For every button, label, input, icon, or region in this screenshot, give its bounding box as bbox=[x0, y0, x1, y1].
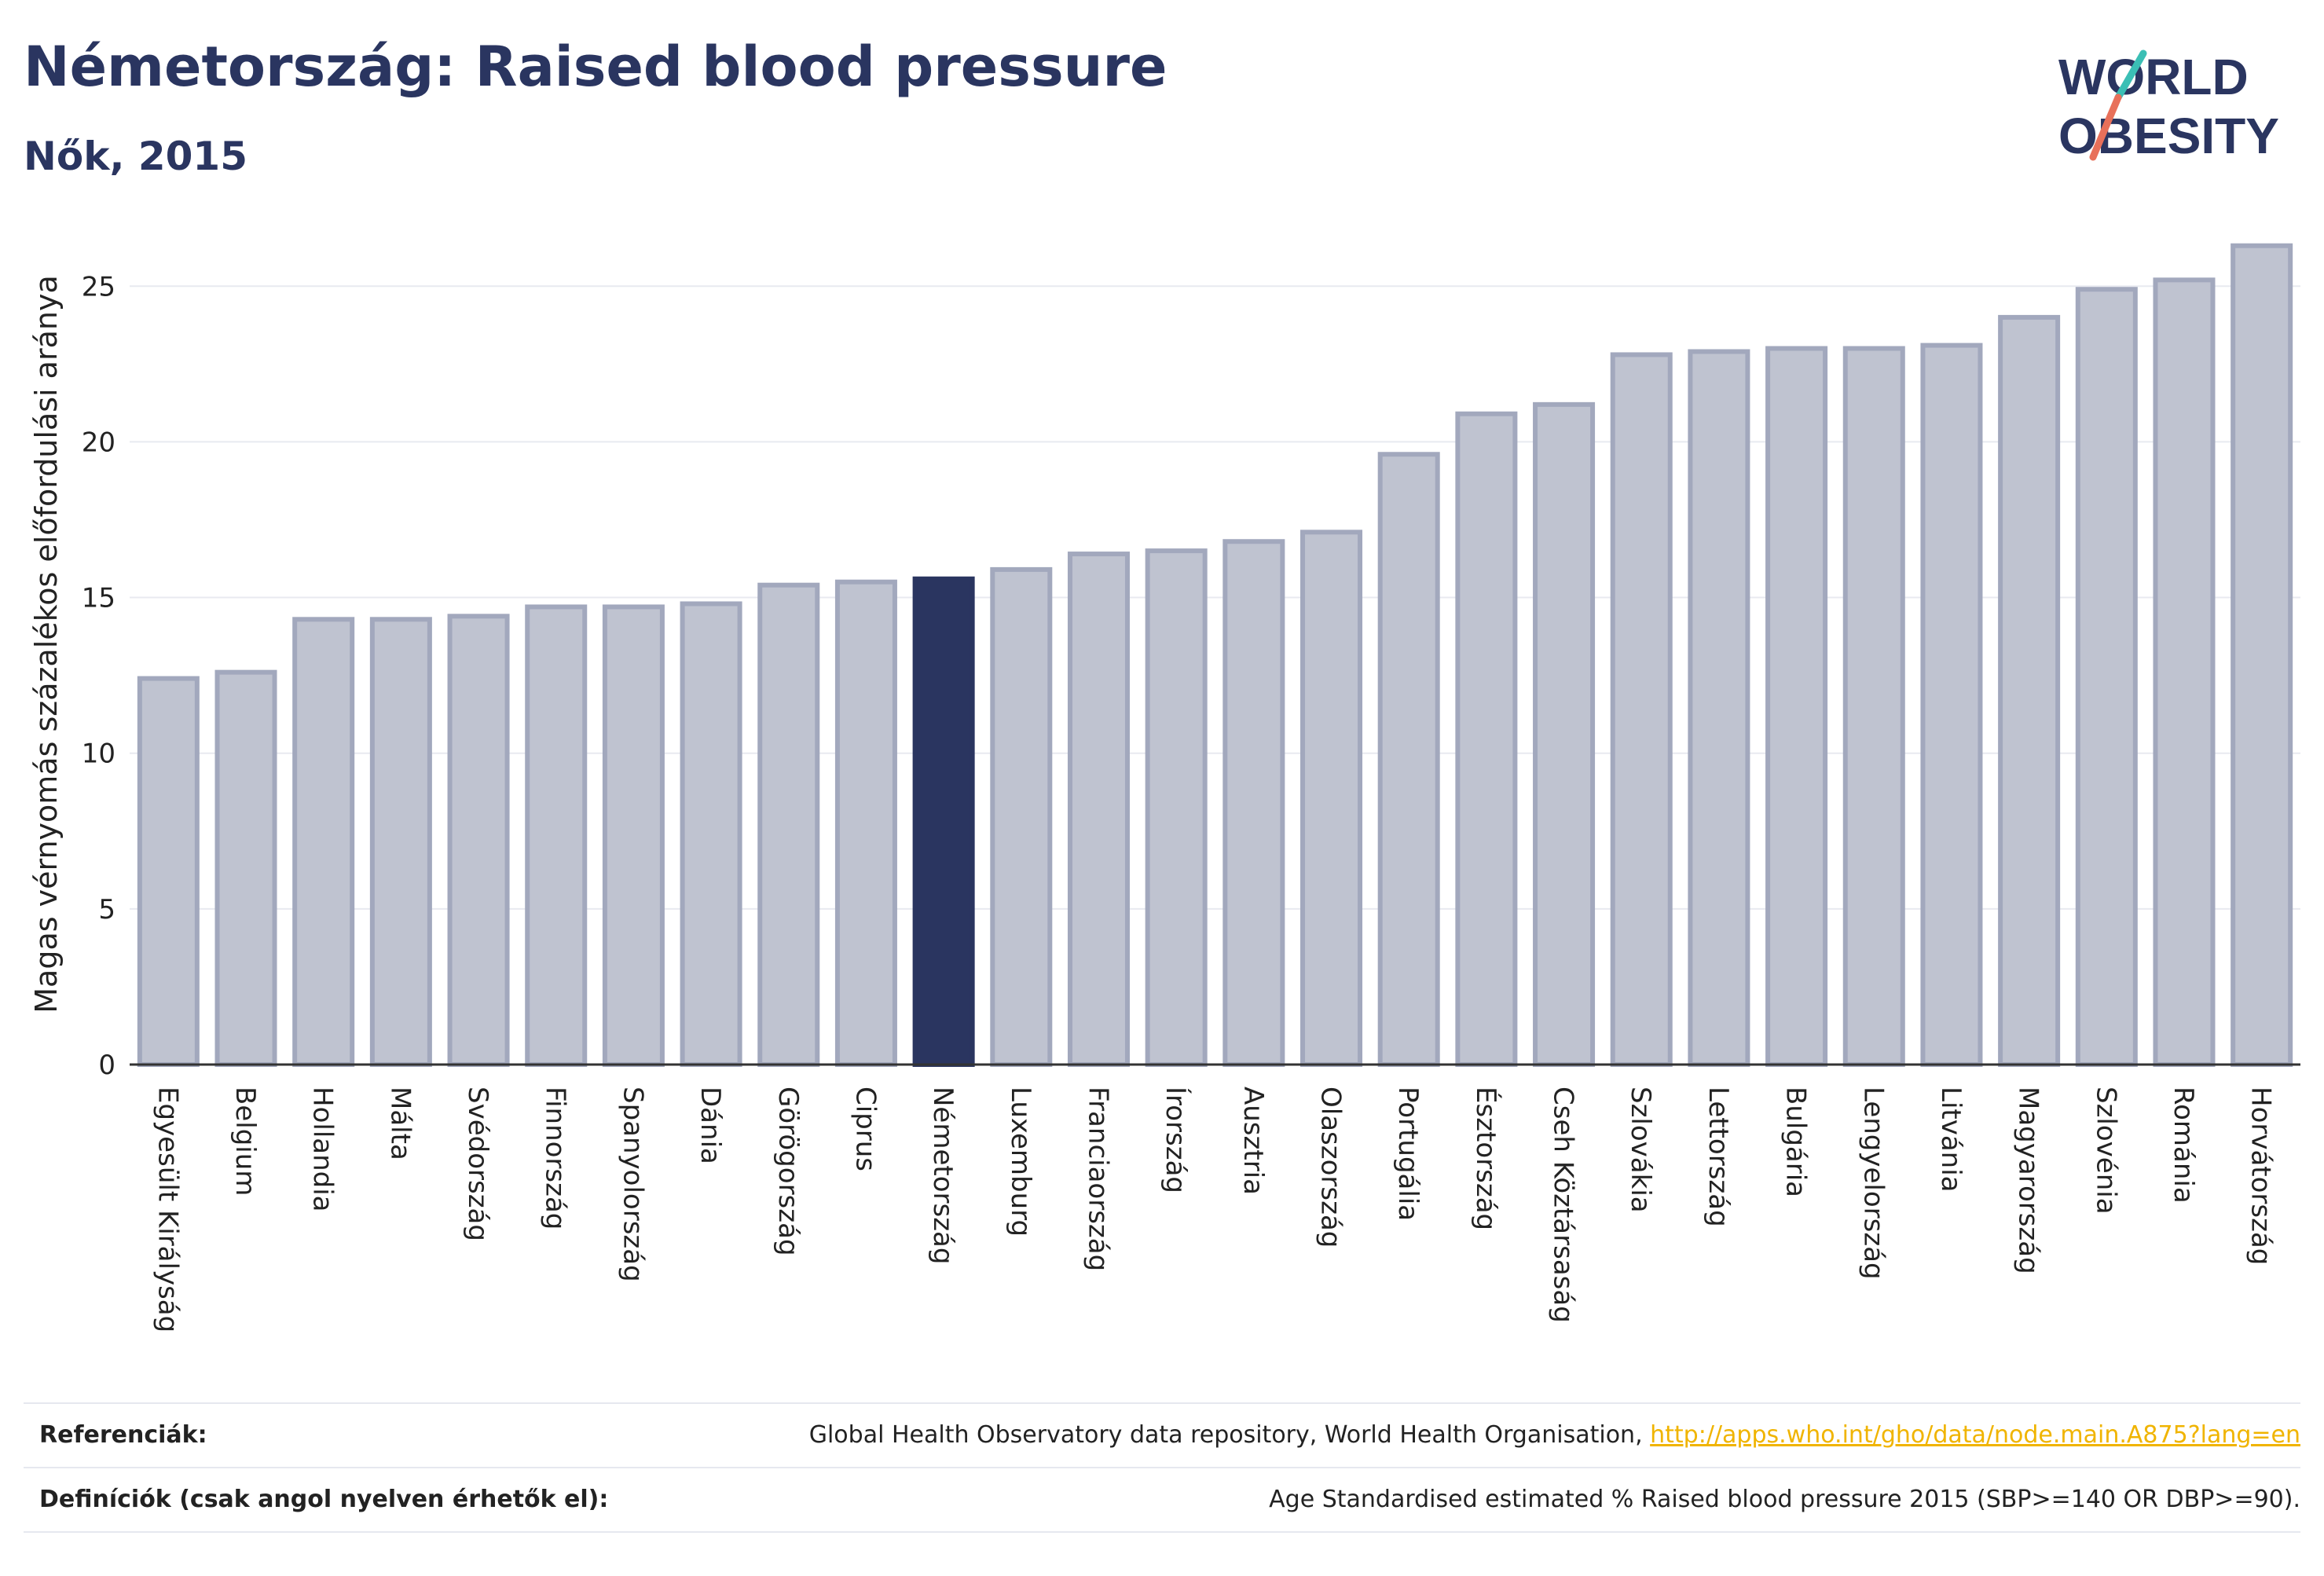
bar-Franciaország bbox=[1067, 552, 1130, 1067]
bar-Bulgária bbox=[1765, 346, 1828, 1068]
bar-Litvánia bbox=[1920, 343, 1983, 1067]
bar-chart: 0 5 10 15 20 25 Egyesült Királyság Belgium Holl… bbox=[29, 243, 2300, 1332]
x-tick-label: Horvátország bbox=[2245, 1087, 2277, 1265]
bar-Svédország bbox=[447, 614, 510, 1067]
x-tick-label: Finnország bbox=[540, 1087, 571, 1230]
bar-Lengyelország bbox=[1842, 346, 1905, 1068]
x-tick-label: Magyarország bbox=[2013, 1087, 2044, 1274]
bar-Szlovénia bbox=[2075, 287, 2138, 1067]
references-label: Referenciák: bbox=[39, 1421, 207, 1449]
bar-Hollandia bbox=[292, 617, 355, 1067]
bar-Magyarország bbox=[1998, 314, 2061, 1067]
logo-slash-teal bbox=[2114, 49, 2147, 101]
y-tick-label: 5 bbox=[98, 894, 115, 925]
x-tick-label: Írország bbox=[1160, 1087, 1192, 1193]
x-tick-label: Cseh Köztársaság bbox=[1548, 1087, 1579, 1323]
bar-Ausztria bbox=[1222, 539, 1285, 1067]
x-tick-label: Egyesült Királyság bbox=[152, 1087, 183, 1332]
x-tick-label: Málta bbox=[384, 1087, 416, 1160]
definitions-text: Age Standardised estimated % Raised bloo… bbox=[1269, 1486, 2300, 1513]
y-tick-labels: 0 5 10 15 20 25 bbox=[82, 271, 115, 1081]
x-tick-label: Románia bbox=[2168, 1087, 2199, 1204]
x-tick-label: Észtország bbox=[1470, 1087, 1502, 1230]
bar-Németország bbox=[912, 576, 975, 1067]
bar-Belgium bbox=[214, 669, 277, 1068]
x-tick-label: Litvánia bbox=[1935, 1087, 1967, 1193]
bar-Olaszország bbox=[1300, 530, 1363, 1067]
x-tick-label: Lettország bbox=[1703, 1087, 1734, 1227]
y-tick-label: 10 bbox=[82, 739, 115, 770]
x-tick-label: Luxemburg bbox=[1005, 1087, 1036, 1237]
bar-Spanyolország bbox=[602, 604, 665, 1067]
bar-Írország bbox=[1145, 548, 1208, 1067]
bar-Málta bbox=[369, 617, 432, 1067]
logo-slash-coral bbox=[2089, 93, 2122, 161]
x-tick-label: Portugália bbox=[1392, 1087, 1424, 1221]
x-tick-label: Görögország bbox=[772, 1087, 804, 1256]
definitions-label: Definíciók (csak angol nyelven érhetők e… bbox=[39, 1486, 609, 1513]
references-value: Global Health Observatory data repositor… bbox=[809, 1421, 2300, 1449]
y-tick-label: 20 bbox=[82, 427, 115, 458]
bar-Szlovákia bbox=[1610, 352, 1673, 1067]
x-tick-label: Szlovénia bbox=[2090, 1087, 2121, 1215]
x-tick-label: Szlovákia bbox=[1625, 1087, 1656, 1213]
bar-Egyesült Királyság bbox=[137, 676, 200, 1067]
x-tick-label: Spanyolország bbox=[617, 1087, 648, 1282]
x-tick-labels: Egyesült Királyság Belgium Hollandia Málta S… bbox=[152, 1087, 2276, 1332]
y-tick-label: 25 bbox=[82, 271, 115, 302]
logo-line1: WORLD bbox=[2058, 49, 2249, 105]
definitions-row: Definíciók (csak angol nyelven érhetők e… bbox=[24, 1467, 2300, 1531]
bar-Románia bbox=[2153, 277, 2216, 1068]
bars bbox=[137, 243, 2293, 1068]
x-tick-label: Belgium bbox=[229, 1087, 261, 1196]
bar-Cseh Köztársaság bbox=[1533, 401, 1596, 1067]
bar-Lettország bbox=[1688, 349, 1750, 1067]
bar-Finnország bbox=[525, 604, 588, 1067]
x-tick-label: Olaszország bbox=[1315, 1087, 1347, 1248]
x-tick-label: Dánia bbox=[695, 1087, 726, 1164]
x-tick-label: Ciprus bbox=[849, 1087, 881, 1171]
bar-Horvátország bbox=[2231, 243, 2293, 1068]
bar-Luxemburg bbox=[990, 566, 1053, 1067]
chart-subtitle: Nők, 2015 bbox=[24, 134, 248, 179]
x-tick-label: Lengyelország bbox=[1857, 1087, 1889, 1280]
x-tick-label: Hollandia bbox=[307, 1087, 339, 1212]
x-tick-label: Ausztria bbox=[1237, 1087, 1269, 1195]
references-link[interactable]: http://apps.who.int/gho/data/node.main.A… bbox=[1650, 1421, 2300, 1449]
x-tick-label: Németország bbox=[927, 1087, 959, 1264]
bar-Portugália bbox=[1377, 452, 1440, 1067]
bar-Görögország bbox=[757, 582, 820, 1067]
world-obesity-logo: WORLD OBESITY bbox=[2058, 49, 2279, 164]
bar-Dánia bbox=[680, 601, 742, 1067]
x-tick-label: Bulgária bbox=[1780, 1087, 1812, 1197]
x-tick-label: Franciaország bbox=[1082, 1087, 1113, 1271]
references-row: Referenciák: Global Health Observatory d… bbox=[24, 1402, 2300, 1467]
x-tick-label: Svédország bbox=[462, 1087, 493, 1241]
bar-Ciprus bbox=[834, 579, 897, 1067]
bar-Észtország bbox=[1455, 411, 1518, 1067]
y-tick-label: 0 bbox=[98, 1050, 115, 1081]
references-text: Global Health Observatory data repositor… bbox=[808, 1421, 1651, 1449]
y-tick-label: 15 bbox=[82, 583, 115, 614]
y-axis-label: Magas vérnyomás százalékos előfordulási … bbox=[29, 275, 64, 1013]
chart-title: Németország: Raised blood pressure bbox=[24, 35, 1167, 99]
